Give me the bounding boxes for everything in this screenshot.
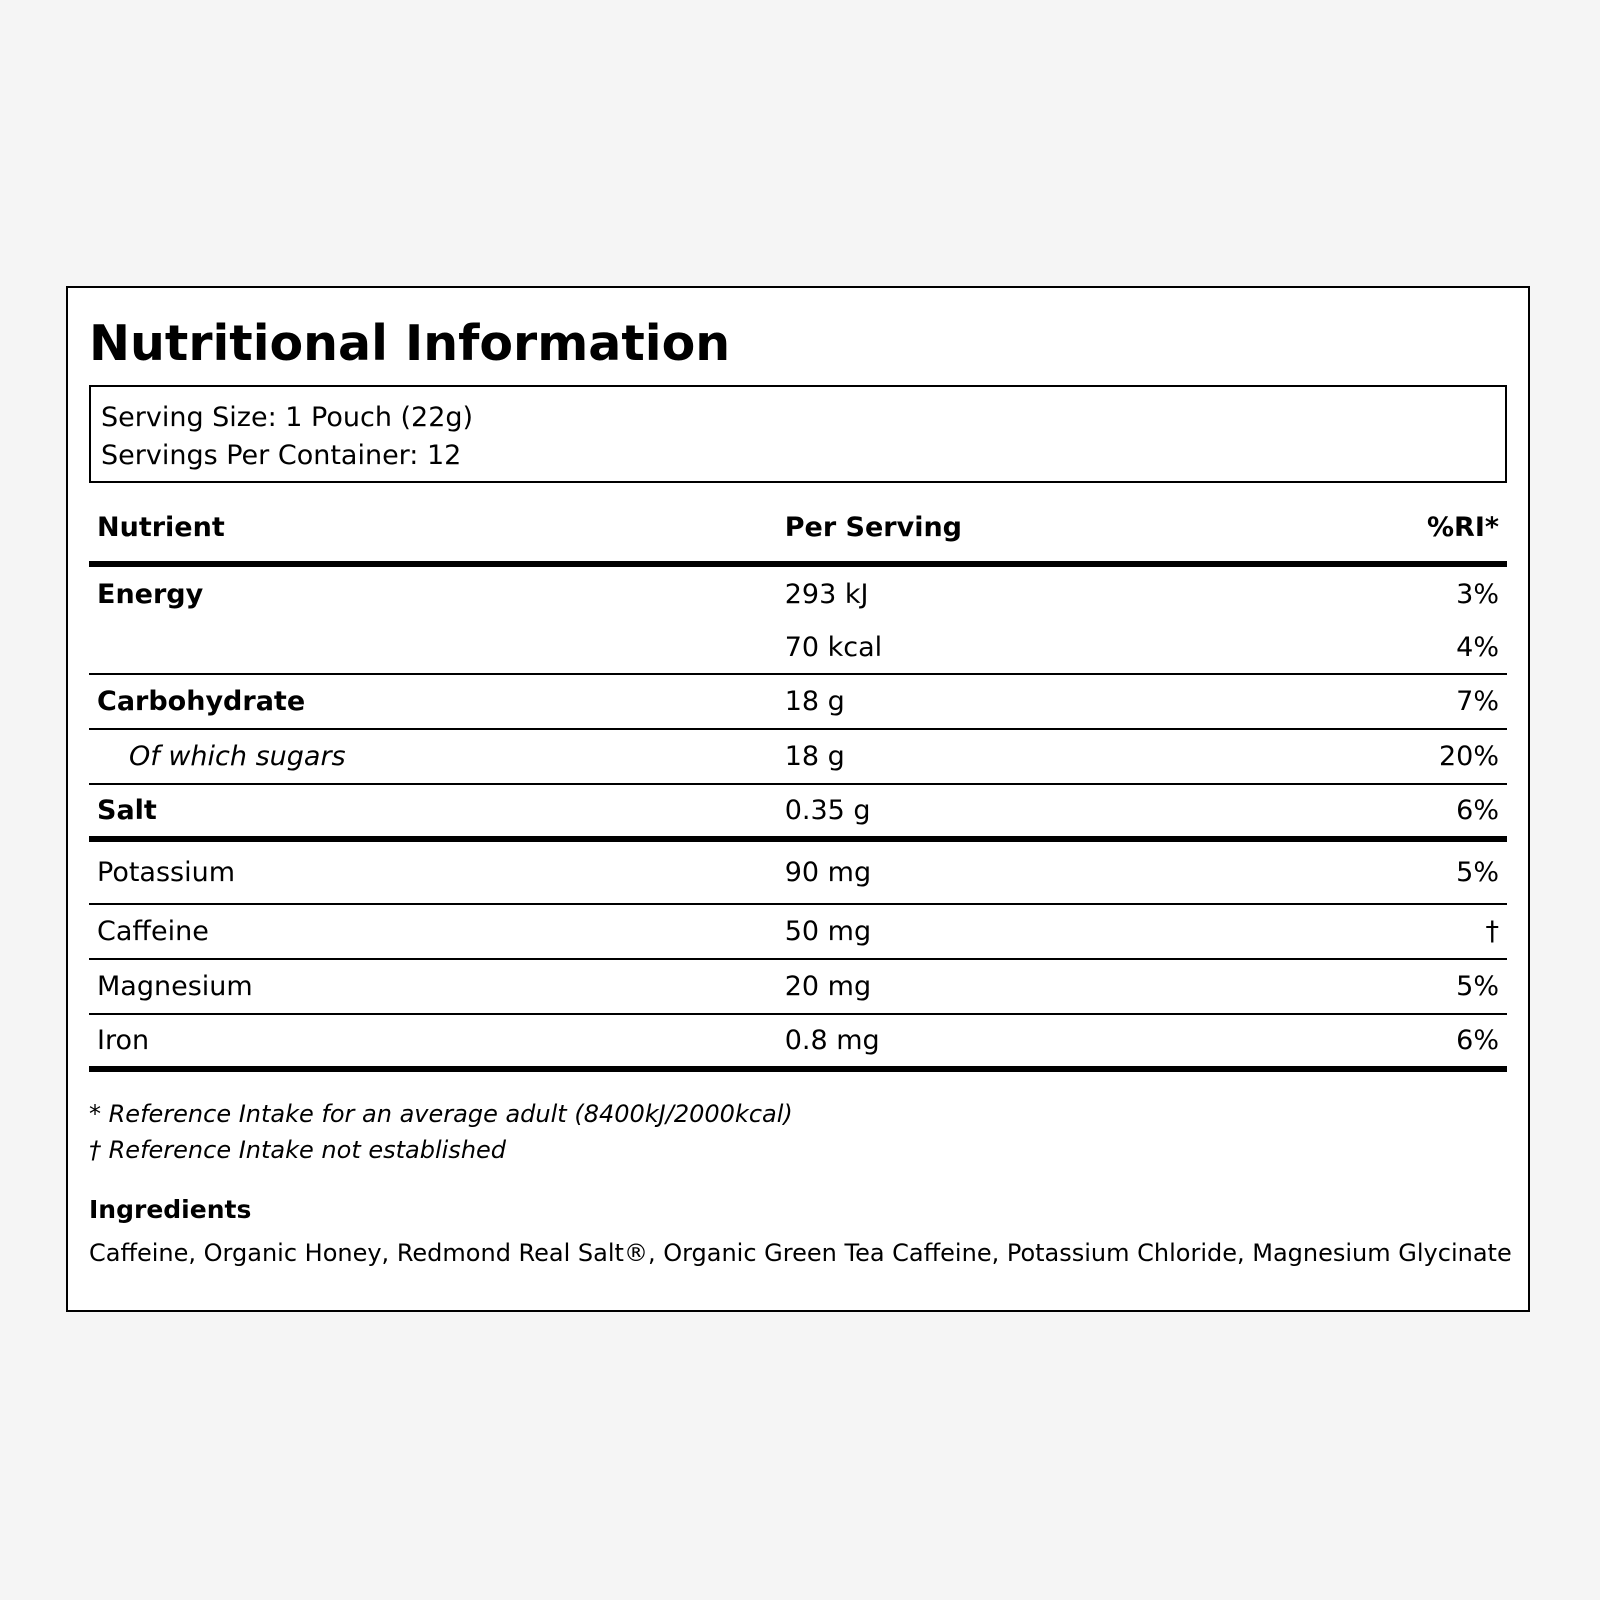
nutrient-name: Magnesium [89,959,777,1016]
table-row: Potassium 90 mg 5% [89,839,1507,906]
nutrient-ri: 5% [1244,959,1507,1016]
nutrient-ri: 6% [1244,784,1507,843]
table-row: Salt 0.35 g 6% [89,784,1507,843]
label-title: Nutritional Information [89,315,731,372]
nutrient-amount: 293 kJ [784,578,869,610]
nutrient-amount: 0.35 g [776,784,1245,843]
nutrient-amount: 90 mg [776,839,1245,906]
serving-size: Serving Size: 1 Pouch (22g) [101,402,474,434]
header-ri: %RI* [1244,501,1507,568]
footnote-reference-intake: * Reference Intake for an average adult … [89,1100,793,1129]
table-row: Carbohydrate 18 g 7% [89,674,1507,731]
nutrient-name: Iron [89,1014,777,1073]
nutrient-name: Carbohydrate [89,674,777,731]
nutrient-name: Of which sugars [89,729,777,786]
nutrition-table: Nutrient Per Serving %RI* Energy 293 kJ … [89,501,1507,1073]
nutrient-amount: 18 g [776,674,1245,731]
footnote-not-established: † Reference Intake not established [89,1136,507,1165]
nutrient-ri: 4% [1244,621,1507,676]
ingredients-title: Ingredients [89,1195,252,1225]
header-nutrient: Nutrient [89,501,777,568]
table-row: Of which sugars 18 g 20% [89,729,1507,786]
table-row: Caffeine 50 mg † [89,904,1507,961]
nutrition-label: Nutritional Information Serving Size: 1 … [66,286,1530,1312]
nutrient-ri: 20% [1244,729,1507,786]
table-row: 70 kcal 4% [89,621,1507,676]
nutrient-ri: 6% [1244,1014,1507,1073]
nutrient-amount: 50 mg [776,904,1245,961]
nutrient-amount: 0.8 mg [776,1014,1245,1073]
nutrient-name: Potassium [89,839,777,906]
nutrient-name: Caffeine [89,904,777,961]
header-per-serving: Per Serving [776,501,1245,568]
servings-per-container: Servings Per Container: 12 [101,440,462,472]
nutrient-amount: 20 mg [776,959,1245,1016]
table-row: Iron 0.8 mg 6% [89,1014,1507,1073]
ingredients-list: Caffeine, Organic Honey, Redmond Real Sa… [89,1239,1512,1268]
nutrient-ri: † [1244,904,1507,961]
nutrient-ri: 5% [1244,839,1507,906]
table-row: Energy 293 kJ 3% [89,564,1507,621]
nutrient-ri: 7% [1244,674,1507,731]
footnotes: * Reference Intake for an average adult … [89,1096,1507,1168]
nutrient-name [89,621,777,676]
nutrient-name: Salt [89,784,777,843]
nutrient-ri: 3% [1456,578,1499,610]
nutrient-amount: 70 kcal [776,621,1245,676]
serving-info-box: Serving Size: 1 Pouch (22g) Servings Per… [89,385,1507,484]
table-header-row: Nutrient Per Serving %RI* [89,501,1507,568]
nutrient-amount: 18 g [776,729,1245,786]
table-row: Magnesium 20 mg 5% [89,959,1507,1016]
nutrient-name: Energy [97,578,204,610]
